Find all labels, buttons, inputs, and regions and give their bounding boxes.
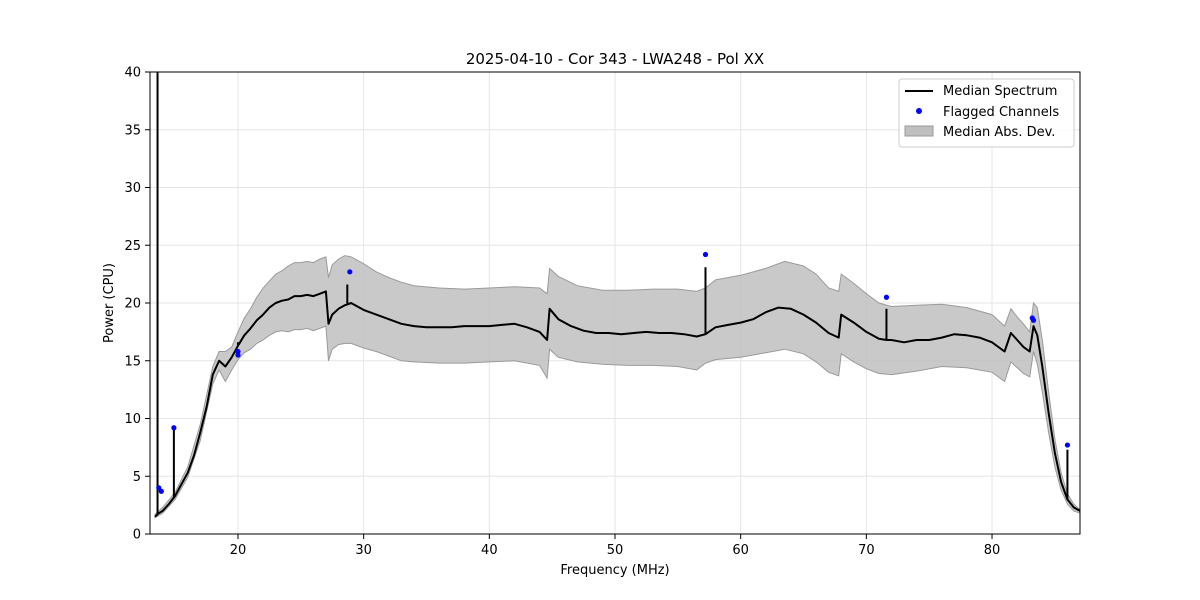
y-tick-label: 40: [124, 66, 141, 81]
flagged-channel-point: [235, 348, 241, 355]
y-tick-label: 5: [133, 470, 141, 485]
legend-flagged-label: Flagged Channels: [943, 105, 1059, 120]
y-axis-label: Power (CPU): [102, 263, 117, 343]
median-line-layer: [154, 72, 1081, 518]
flagged-channel-point: [702, 251, 709, 258]
y-tick-label: 35: [124, 123, 141, 138]
y-tick-label: 0: [133, 528, 141, 543]
legend: Median Spectrum Flagged Channels Median …: [898, 78, 1075, 148]
y-tick-label: 20: [124, 297, 141, 312]
x-tick-label: 50: [607, 543, 624, 558]
y-tick-label: 25: [124, 239, 141, 254]
x-axis-label: Frequency (MHz): [560, 563, 669, 578]
x-tick-label: 70: [858, 543, 875, 558]
x-tick-label: 20: [230, 543, 247, 558]
y-tick-label: 10: [124, 412, 141, 427]
flagged-points-layer: [156, 251, 1071, 494]
flagged-channel-point: [883, 294, 890, 300]
x-tick-label: 40: [481, 543, 498, 558]
flagged-channel-point: [171, 425, 177, 431]
x-tick-label: 60: [732, 543, 749, 558]
flagged-channel-point: [1064, 442, 1071, 448]
legend-median-label: Median Spectrum: [943, 84, 1057, 99]
x-axis-ticks: 20 30 40 50 60 70 80: [230, 534, 1001, 558]
legend-box: [898, 78, 1075, 148]
chart-title: 2025-04-10 - Cor 343 - LWA248 - Pol XX: [466, 50, 764, 68]
legend-flagged-swatch: [916, 108, 922, 114]
y-axis-ticks: 0 5 10 15 20 25 30 35 40: [124, 66, 150, 543]
legend-mad-label: Median Abs. Dev.: [943, 125, 1055, 140]
flagged-channel-point: [158, 488, 164, 494]
flagged-channel-point: [347, 269, 353, 275]
x-tick-label: 30: [355, 543, 372, 558]
median-spectrum-line: [154, 290, 1081, 518]
flagged-channel-point: [1030, 317, 1037, 323]
y-tick-label: 30: [124, 181, 141, 196]
legend-mad-swatch: [904, 125, 934, 137]
y-tick-label: 15: [124, 354, 141, 369]
x-tick-label: 80: [984, 543, 1001, 558]
